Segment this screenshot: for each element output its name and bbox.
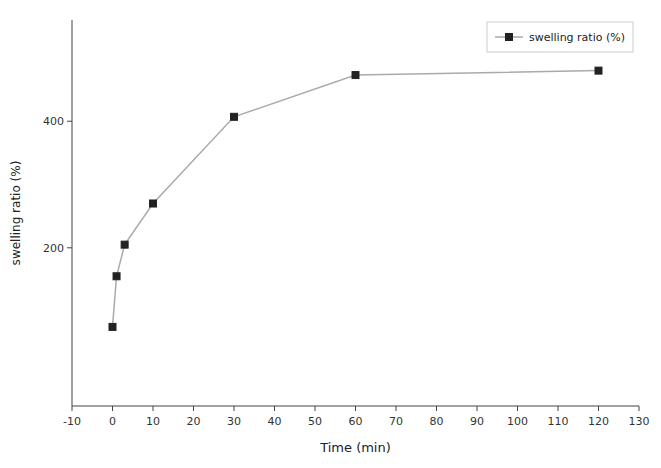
x-tick-label: 40	[268, 415, 282, 428]
x-tick	[112, 406, 113, 411]
data-point	[113, 273, 120, 280]
legend: swelling ratio (%)	[487, 22, 633, 52]
x-tick-label: 30	[227, 415, 241, 428]
x-tick	[558, 406, 559, 411]
legend-swatch-marker	[505, 34, 512, 41]
y-axis-line	[72, 20, 73, 406]
x-tick-label: 20	[187, 415, 201, 428]
y-tick-label: 200	[43, 242, 64, 255]
x-tick-label: 110	[548, 415, 569, 428]
x-tick	[315, 406, 316, 411]
x-tick	[598, 406, 599, 411]
x-tick	[274, 406, 275, 411]
chart-container: -10 0 10 20 30 40 50 60 70 80 90 100 110 120 130 200 400…	[0, 0, 661, 468]
series-line	[113, 71, 599, 327]
x-tick-label: 120	[588, 415, 609, 428]
x-tick	[193, 406, 194, 411]
x-tick-label: -10	[63, 415, 81, 428]
y-tick	[67, 247, 72, 248]
x-tick	[517, 406, 518, 411]
x-tick-label: 100	[507, 415, 528, 428]
x-tick-label: 70	[389, 415, 403, 428]
x-axis-label: Time (min)	[319, 440, 391, 455]
data-point	[231, 113, 238, 120]
chart-svg: -10 0 10 20 30 40 50 60 70 80 90 100 110 120 130 200 400…	[0, 0, 661, 468]
x-tick	[477, 406, 478, 411]
x-tick	[72, 406, 73, 411]
x-tick-label: 130	[629, 415, 650, 428]
x-tick-label: 90	[470, 415, 484, 428]
y-tick	[67, 121, 72, 122]
y-tick-label: 400	[43, 115, 64, 128]
plot-area	[109, 67, 602, 330]
x-tick	[234, 406, 235, 411]
data-point	[595, 67, 602, 74]
data-point	[109, 323, 116, 330]
legend-label: swelling ratio (%)	[529, 31, 625, 44]
y-axis-label: swelling ratio (%)	[9, 161, 23, 266]
x-tick	[396, 406, 397, 411]
x-tick	[436, 406, 437, 411]
data-point	[121, 241, 128, 248]
x-tick-label: 80	[430, 415, 444, 428]
x-tick	[639, 406, 640, 411]
x-tick-label: 50	[308, 415, 322, 428]
data-point	[352, 72, 359, 79]
x-tick-label: 0	[109, 415, 116, 428]
x-tick-label: 60	[349, 415, 363, 428]
data-point	[150, 200, 157, 207]
x-tick-label: 10	[146, 415, 160, 428]
legend-box	[487, 22, 633, 52]
x-tick	[153, 406, 154, 411]
x-tick	[355, 406, 356, 411]
